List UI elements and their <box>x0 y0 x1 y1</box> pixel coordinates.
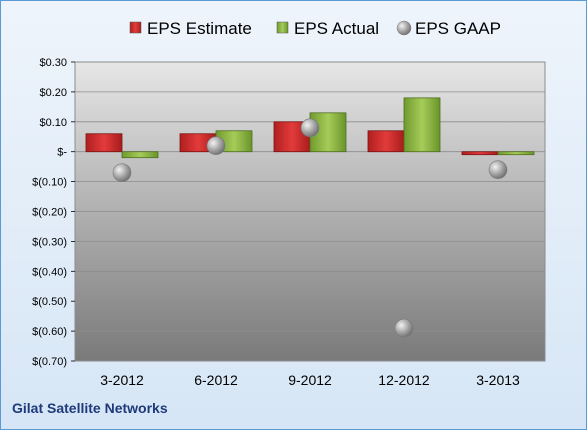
eps-estimate-bar <box>367 130 405 153</box>
x-category-label: 6-2012 <box>194 372 238 388</box>
y-tick-label: $(0.10) <box>32 177 67 189</box>
eps-gaap-marker <box>488 160 508 179</box>
eps-estimate-bar <box>85 133 123 153</box>
y-tick-label: $(0.50) <box>32 296 67 308</box>
legend-swatch <box>129 21 142 34</box>
legend-label: EPS Actual <box>294 19 379 38</box>
eps-actual-bar <box>121 151 159 159</box>
eps-gaap-marker <box>112 163 132 182</box>
company-name: Gilat Satellite Networks <box>12 400 168 416</box>
x-category-label: 3-2012 <box>100 372 144 388</box>
eps-gaap-marker <box>206 136 226 156</box>
eps-estimate-bar <box>461 151 499 156</box>
eps-actual-bar <box>309 112 347 153</box>
eps-actual-bar <box>403 97 441 153</box>
y-tick-label: $(0.40) <box>32 266 67 278</box>
legend-swatch <box>396 20 412 36</box>
legend-swatch <box>276 21 289 34</box>
x-category-label: 12-2012 <box>378 372 430 388</box>
y-tick-label: $- <box>57 147 67 159</box>
y-tick-label: $0.30 <box>39 57 67 69</box>
y-tick-label: $(0.60) <box>32 326 67 338</box>
y-tick-label: $(0.20) <box>32 207 67 219</box>
eps-actual-bar <box>497 151 535 156</box>
x-category-label: 3-2013 <box>476 372 520 388</box>
eps-gaap-marker <box>300 118 320 138</box>
legend-label: EPS Estimate <box>147 19 252 38</box>
legend-label: EPS GAAP <box>415 19 501 38</box>
y-tick-label: $(0.30) <box>32 236 67 248</box>
x-category-label: 9-2012 <box>288 372 332 388</box>
y-tick-label: $0.20 <box>39 87 67 99</box>
y-tick-label: $(0.70) <box>32 356 67 368</box>
eps-gaap-marker <box>394 318 414 338</box>
y-tick-label: $0.10 <box>39 117 67 129</box>
